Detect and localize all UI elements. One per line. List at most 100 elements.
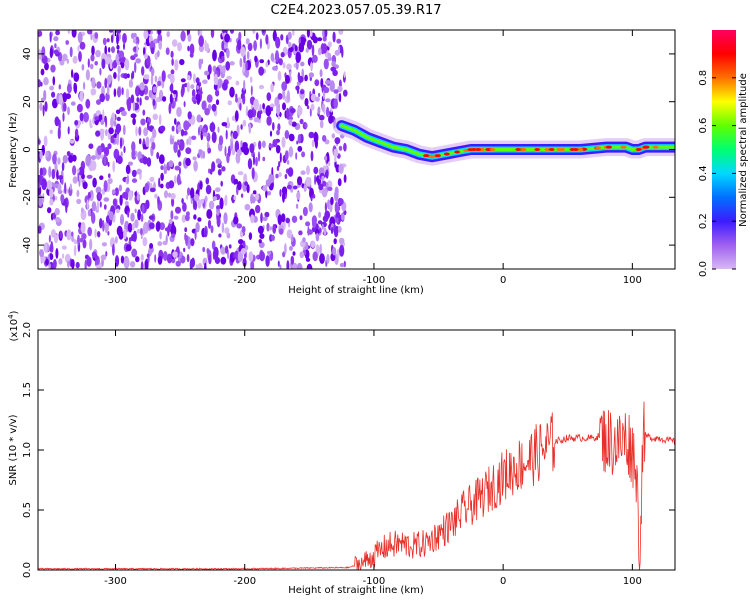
noise-blob (250, 260, 255, 269)
noise-blob (146, 253, 150, 258)
noise-blob (202, 132, 209, 137)
noise-blob (287, 31, 292, 40)
noise-blob (255, 204, 261, 214)
noise-blob (171, 197, 175, 207)
noise-blob (169, 84, 172, 92)
noise-blob (243, 79, 246, 91)
noise-blob (276, 165, 280, 171)
noise-blob (91, 77, 96, 89)
noise-blob (306, 30, 310, 38)
noise-blob (99, 67, 102, 76)
noise-blob (331, 133, 336, 139)
noise-blob (286, 90, 290, 102)
noise-blob (71, 69, 74, 79)
noise-blob (312, 219, 317, 229)
noise-blob (278, 160, 281, 168)
noise-blob (67, 126, 70, 135)
noise-blob (324, 202, 327, 213)
noise-blob (302, 206, 308, 217)
noise-blob (206, 248, 210, 255)
noise-blob (134, 61, 137, 74)
noise-blob (298, 42, 305, 53)
x-tick-label: -100 (363, 275, 386, 286)
noise-blob (75, 261, 80, 269)
noise-blob (313, 131, 318, 144)
noise-blob (285, 107, 290, 120)
noise-blob (197, 262, 203, 269)
noise-blob (255, 156, 258, 167)
noise-blob (266, 222, 270, 232)
noise-blob (281, 81, 288, 91)
noise-blob (62, 53, 68, 62)
noise-blob (140, 118, 146, 126)
noise-blob (82, 181, 88, 190)
noise-blob (278, 172, 282, 177)
noise-blob (53, 49, 59, 55)
noise-blob (297, 105, 303, 116)
noise-blob (277, 123, 281, 131)
noise-blob (257, 151, 261, 162)
noise-blob (97, 145, 102, 156)
noise-blob (48, 166, 52, 178)
noise-blob (191, 89, 196, 98)
noise-blob (281, 186, 288, 195)
y-tick-label: 0 (22, 146, 33, 152)
noise-blob (113, 72, 117, 79)
noise-blob (91, 251, 97, 258)
noise-blob (131, 72, 133, 80)
noise-blob (132, 117, 136, 126)
noise-blob (253, 117, 260, 123)
noise-blob (118, 57, 125, 63)
noise-blob (152, 99, 156, 106)
noise-blob (327, 186, 333, 191)
y-tick-label: 0.5 (22, 502, 33, 518)
noise-blob (279, 264, 282, 269)
noise-blob (40, 68, 45, 76)
noise-blob (54, 196, 58, 201)
noise-blob (265, 105, 272, 117)
noise-blob (127, 222, 133, 233)
noise-blob (103, 180, 108, 193)
noise-blob (303, 184, 307, 192)
noise-blob (109, 30, 113, 33)
noise-blob (134, 208, 137, 213)
noise-blob (306, 263, 313, 269)
noise-blob (66, 151, 71, 157)
noise-blob (187, 187, 191, 196)
noise-blob (190, 84, 195, 89)
noise-blob (45, 150, 49, 158)
noise-blob (305, 257, 311, 262)
noise-blob (199, 181, 203, 190)
noise-blob (142, 156, 148, 165)
noise-blob (332, 31, 336, 43)
noise-blob (70, 259, 75, 269)
noise-blob (40, 81, 43, 87)
noise-blob (322, 135, 327, 142)
noise-blob (217, 163, 222, 169)
noise-blob (306, 105, 310, 110)
noise-blob (80, 221, 86, 234)
noise-blob (170, 210, 174, 220)
y-tick-label: 1.5 (22, 382, 33, 398)
noise-blob (125, 244, 132, 252)
noise-blob (225, 61, 231, 71)
noise-blob (130, 94, 135, 104)
noise-blob (198, 149, 203, 156)
noise-blob (144, 258, 149, 269)
noise-blob (111, 189, 116, 195)
noise-blob (244, 68, 250, 78)
noise-blob (174, 118, 177, 125)
noise-blob (258, 140, 262, 150)
noise-blob (185, 147, 192, 155)
noise-blob (131, 169, 137, 178)
noise-blob (163, 190, 169, 199)
noise-blob (173, 141, 178, 154)
x-tick-label: 0 (500, 576, 506, 587)
noise-blob (197, 199, 202, 209)
noise-blob (275, 173, 279, 179)
noise-blob (43, 135, 48, 147)
noise-blob (334, 137, 341, 145)
noise-blob (108, 47, 111, 53)
noise-blob (123, 228, 127, 240)
noise-blob (53, 36, 59, 42)
